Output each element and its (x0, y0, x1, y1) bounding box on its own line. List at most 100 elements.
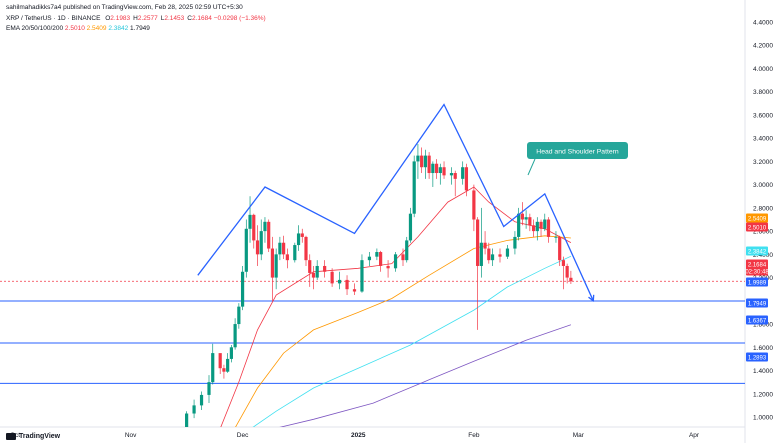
y-tick-label: 3.8000 (753, 89, 773, 96)
candle-body (412, 161, 416, 214)
ema50-value: 2.5409 (86, 25, 107, 32)
candle-body (211, 353, 215, 383)
price-badge (746, 277, 768, 287)
y-tick-label: 3.6000 (753, 112, 773, 119)
candle-body (237, 306, 241, 325)
head-shoulder-pattern-line (197, 103, 594, 302)
candle-body (565, 265, 569, 278)
publish-info: sahilmahadikks7a4 published on TradingVi… (6, 4, 243, 11)
ema-line-ema100 (252, 255, 572, 427)
candle-body (199, 394, 204, 406)
price-badge-label: 2.1684 (748, 262, 767, 268)
candle-body (517, 213, 521, 237)
candle-body (285, 254, 289, 261)
candle-body (192, 405, 196, 414)
candle-body (267, 221, 271, 249)
candle-body (296, 233, 301, 246)
ohlc-value: 2.1684 (191, 15, 212, 22)
tradingview-brand: TradingView (19, 433, 61, 440)
candle-body (505, 248, 510, 257)
candle-body (453, 173, 457, 179)
annotation-box (527, 142, 628, 159)
price-badge (746, 315, 768, 325)
x-tick-label: Mar (573, 432, 585, 439)
y-tick-label: 4.2000 (753, 43, 773, 50)
y-tick-label: 2.8000 (753, 205, 773, 212)
ohlc-values: O2.1983 H2.2577 L2.1453 C2.1684 −0.0298 (−1… (102, 15, 266, 22)
candle-body (449, 173, 454, 176)
price-badge (746, 222, 768, 232)
ema200-value: 1.7949 (130, 25, 150, 32)
candle-body (330, 271, 334, 284)
candle-body (483, 242, 487, 249)
price-badge (746, 266, 768, 276)
y-tick-label: 3.4000 (753, 136, 773, 143)
price-badge-label: 1.6367 (748, 318, 767, 324)
candle-body (233, 324, 237, 348)
candle-body (244, 228, 248, 272)
candle-body (259, 231, 263, 255)
candle-body (323, 265, 327, 272)
symbol-line: XRP / TetherUS · 1D · BINANCE O2.1983 H2.… (6, 15, 266, 22)
candle-body (498, 254, 502, 257)
candle-body (218, 353, 222, 369)
y-tick-label: 1.2000 (753, 391, 773, 398)
ema-title: EMA 20/50/100/200 (6, 25, 64, 32)
ohlc-value: 2.1983 (110, 15, 131, 22)
pattern-arrow-head (588, 294, 595, 303)
candle-body (405, 240, 409, 261)
ema-line-ema200 (279, 324, 572, 427)
candle-body (282, 242, 286, 255)
y-tick-label: 1.6000 (753, 345, 773, 352)
candle-body (181, 434, 184, 443)
candle-body (278, 242, 282, 255)
price-badge (746, 213, 768, 223)
candle-body (569, 277, 573, 282)
candle-body (438, 167, 442, 174)
candle-body (352, 289, 357, 292)
ema20-value: 2.5010 (64, 25, 85, 32)
candle-body (513, 236, 517, 249)
y-tick-label: 4.0000 (753, 66, 773, 73)
candle-body (252, 214, 256, 241)
ema100-value: 2.3842 (108, 25, 129, 32)
y-tick-label: 1.8000 (753, 322, 773, 329)
candle-body (229, 347, 233, 359)
ohlc-label: H (133, 15, 138, 22)
candle-body (528, 217, 532, 226)
price-badge-label: 2.5010 (748, 225, 767, 231)
candle-body (554, 236, 558, 238)
ohlc-value: 2.2577 (137, 15, 158, 22)
candle-body (531, 225, 536, 232)
annotation-pointer (527, 158, 536, 176)
candle-body (416, 155, 420, 162)
candle-body (226, 358, 230, 372)
y-tick-label: 4.4000 (753, 20, 773, 27)
y-tick-label: 3.2000 (753, 159, 773, 166)
y-tick-label: 1.0000 (753, 415, 773, 422)
ohlc-label: O (105, 15, 111, 22)
candle-body (379, 252, 383, 266)
plot-area: Head and Shoulder Pattern (0, 103, 745, 443)
x-tick-label: 2025 (351, 432, 366, 439)
candle-body (524, 217, 528, 220)
candle-body (472, 190, 476, 220)
candle-body (274, 254, 278, 278)
candle-body (539, 221, 543, 229)
ohlc-label: L (160, 15, 165, 22)
ema-line-ema20 (220, 186, 572, 427)
candle-body (240, 271, 245, 307)
x-tick-label: Nov (125, 432, 137, 439)
candle-body (464, 167, 469, 191)
candle-body (461, 167, 465, 179)
candle-body (207, 382, 211, 395)
candle-body (520, 213, 524, 220)
candle-body (263, 221, 267, 232)
tradingview-footer[interactable]: TradingView (6, 433, 60, 440)
candle-body (546, 219, 551, 237)
price-badge-label: 02:30:48 (745, 269, 769, 275)
candle-body (423, 155, 427, 168)
y-tick-label: 1.4000 (753, 368, 773, 375)
